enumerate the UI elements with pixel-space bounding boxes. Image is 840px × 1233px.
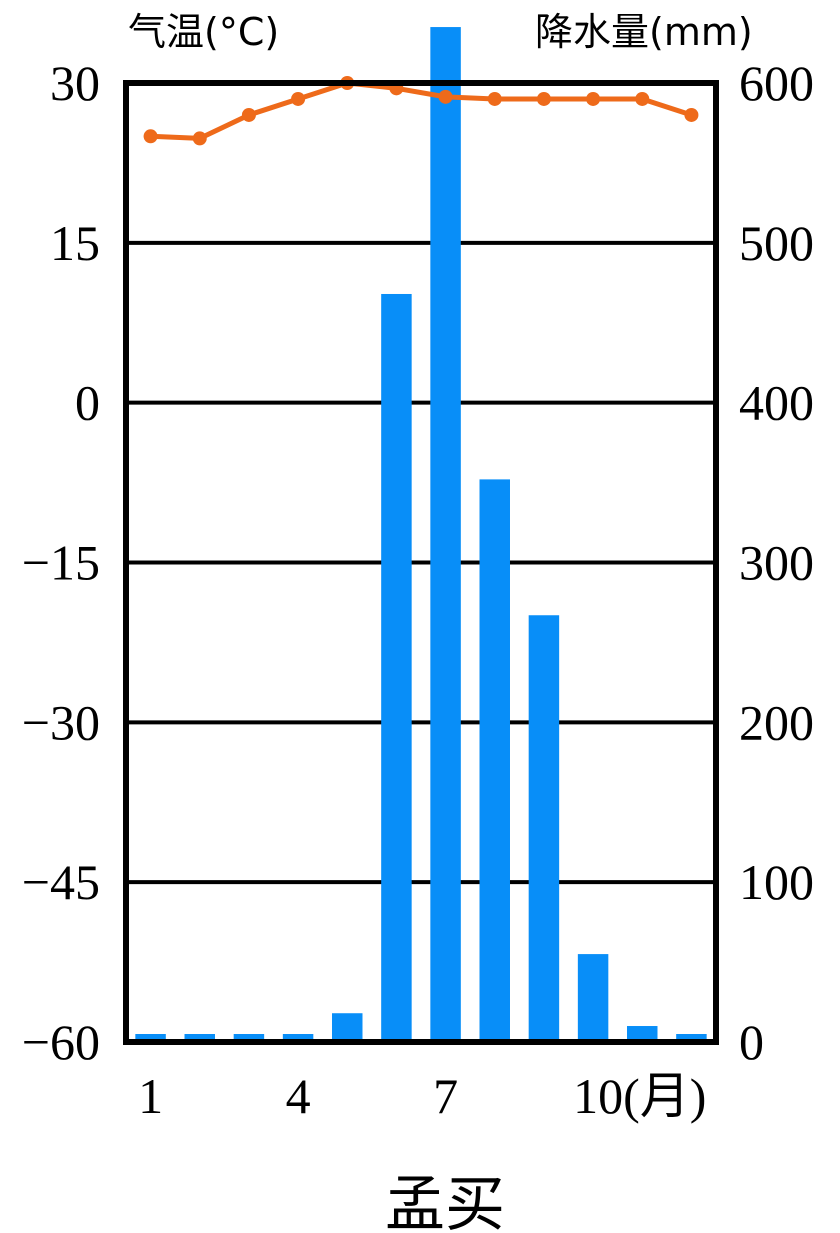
temperature-point bbox=[192, 131, 207, 146]
precipitation-tick-label: 500 bbox=[739, 215, 814, 271]
temperature-point bbox=[487, 91, 502, 106]
temperature-tick-label: −15 bbox=[22, 535, 100, 591]
precipitation-bar bbox=[479, 479, 510, 1042]
precipitation-bar bbox=[430, 27, 461, 1042]
precipitation-bar bbox=[135, 1034, 166, 1042]
plot-frame bbox=[123, 80, 719, 1045]
temperature-tick-label: −45 bbox=[22, 854, 100, 910]
month-tick-label: 7 bbox=[433, 1068, 458, 1124]
temperature-point bbox=[438, 89, 453, 104]
temperature-point bbox=[143, 129, 158, 144]
precipitation-tick-labels: 600 500 400 300 200 100 0 bbox=[739, 55, 814, 1070]
temperature-tick-label: −60 bbox=[22, 1014, 100, 1070]
precipitation-bars bbox=[135, 27, 707, 1043]
precipitation-bar bbox=[381, 293, 412, 1043]
precipitation-bar bbox=[676, 1034, 707, 1042]
temperature-point bbox=[291, 91, 306, 106]
month-tick-label: 4 bbox=[286, 1068, 311, 1124]
precipitation-bar bbox=[282, 1034, 314, 1042]
month-tick-label: 10(月) bbox=[573, 1068, 706, 1124]
temperature-tick-label: −30 bbox=[22, 694, 100, 750]
precipitation-bar bbox=[627, 1026, 658, 1042]
precipitation-bar bbox=[577, 954, 609, 1042]
temperature-point bbox=[241, 107, 256, 122]
precipitation-tick-label: 0 bbox=[739, 1014, 764, 1070]
precipitation-tick-label: 200 bbox=[739, 694, 814, 750]
temperature-point bbox=[586, 91, 601, 106]
temperature-point bbox=[635, 91, 650, 106]
precipitation-bar bbox=[528, 615, 560, 1042]
temperature-point bbox=[684, 107, 699, 122]
gridlines bbox=[126, 240, 716, 885]
temperature-tick-label: 15 bbox=[50, 215, 100, 271]
month-tick-labels: 1 4 7 10(月) bbox=[138, 1068, 706, 1124]
precipitation-tick-label: 400 bbox=[739, 375, 814, 431]
precipitation-tick-label: 600 bbox=[739, 55, 814, 111]
temperature-axis-title: 气温(°C) bbox=[128, 10, 279, 54]
precipitation-axis-title: 降水量(mm) bbox=[535, 10, 753, 54]
temperature-tick-label: 30 bbox=[50, 55, 100, 111]
month-tick-label: 1 bbox=[138, 1068, 163, 1124]
city-caption: 孟买 bbox=[385, 1170, 505, 1233]
precipitation-bar bbox=[233, 1034, 265, 1042]
precipitation-bar bbox=[332, 1013, 363, 1042]
temperature-tick-labels: 30 15 0 −15 −30 −45 −60 bbox=[22, 55, 100, 1070]
temperature-point bbox=[536, 91, 551, 106]
precipitation-tick-label: 100 bbox=[739, 854, 814, 910]
precipitation-bar bbox=[184, 1034, 215, 1042]
precipitation-tick-label: 300 bbox=[739, 535, 814, 591]
temperature-tick-label: 0 bbox=[75, 375, 100, 431]
temperature-line-path bbox=[150, 80, 693, 141]
temperature-line bbox=[143, 76, 699, 146]
